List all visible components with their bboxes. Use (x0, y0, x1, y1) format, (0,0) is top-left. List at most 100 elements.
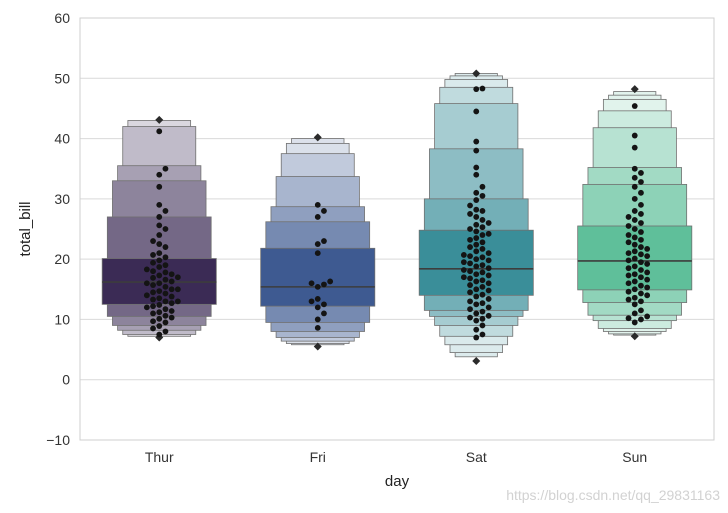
data-point (473, 326, 480, 333)
data-point (631, 294, 638, 301)
data-point (473, 171, 480, 178)
data-point (162, 226, 169, 232)
data-point (631, 165, 638, 172)
data-point (485, 220, 492, 226)
data-point (168, 293, 175, 300)
data-point (473, 197, 480, 203)
data-point (473, 164, 480, 171)
data-point (625, 315, 632, 322)
data-point (638, 201, 644, 208)
data-point (308, 280, 315, 287)
data-point (174, 298, 181, 305)
data-point (644, 269, 651, 276)
data-point (479, 208, 486, 214)
data-point (162, 269, 169, 276)
data-point (467, 306, 473, 313)
data-point (625, 265, 632, 272)
data-point (479, 239, 486, 246)
data-point (156, 214, 163, 220)
data-point (485, 257, 492, 264)
data-point (625, 280, 632, 287)
data-point (473, 263, 480, 270)
data-point (479, 331, 486, 338)
data-point (638, 189, 644, 196)
data-point (321, 208, 327, 214)
plot-frame (79, 17, 715, 441)
data-point (631, 217, 638, 223)
data-point (156, 128, 163, 135)
data-point (168, 314, 175, 321)
data-point (473, 241, 480, 248)
data-point (638, 220, 644, 226)
data-point (156, 232, 163, 238)
data-point (638, 298, 644, 305)
data-point (638, 267, 644, 273)
outlier-marker (630, 332, 639, 341)
data-point (485, 230, 492, 237)
y-tick-label: 60 (54, 10, 70, 26)
outlier-marker (472, 69, 481, 78)
data-point (162, 244, 169, 250)
data-point (479, 217, 486, 223)
data-point (467, 202, 473, 209)
data-point (479, 224, 486, 231)
data-point (156, 302, 163, 308)
data-point (156, 201, 163, 208)
data-point (143, 304, 150, 311)
y-tick-label: −10 (46, 432, 70, 448)
data-point (150, 282, 156, 288)
data-point (479, 308, 486, 315)
x-tick-label: Sun (622, 449, 647, 465)
data-point (156, 288, 163, 294)
data-point (467, 268, 473, 275)
data-point (314, 201, 321, 208)
data-point (143, 292, 150, 299)
data-point (631, 208, 638, 214)
outlier-marker (313, 342, 322, 351)
y-tick-labels: −10 0 10 20 30 40 50 60 (46, 10, 70, 448)
data-point (625, 223, 632, 229)
data-point (150, 274, 156, 281)
x-tick-label: Thur (145, 449, 174, 465)
y-axis-label: total_bill (17, 201, 34, 256)
x-tick-labels: Thur Fri Sat Sun (145, 449, 647, 465)
data-point (168, 308, 175, 314)
data-point (479, 269, 486, 276)
data-point (156, 171, 163, 178)
data-point (631, 248, 638, 255)
data-point (485, 265, 492, 272)
data-point (314, 241, 321, 247)
y-tick-label: 50 (54, 70, 70, 86)
data-point (631, 271, 638, 278)
data-point (644, 245, 651, 252)
data-point (162, 306, 169, 313)
data-point (631, 255, 638, 262)
watermark-text: https://blog.csdn.net/qq_29831163 (506, 487, 720, 503)
data-point (467, 298, 473, 305)
data-point (150, 259, 156, 266)
data-point (485, 280, 492, 287)
data-point (460, 274, 467, 281)
data-point (479, 315, 486, 322)
swarm-points (143, 85, 651, 341)
data-point (473, 221, 480, 228)
data-point (467, 282, 473, 288)
data-point (156, 323, 163, 329)
data-point (321, 301, 327, 308)
data-point (631, 286, 638, 293)
data-point (150, 310, 156, 317)
data-point (644, 261, 651, 267)
data-point (631, 319, 638, 326)
data-point (314, 214, 321, 220)
data-point (485, 272, 492, 279)
data-point (467, 253, 473, 260)
y-tick-label: 10 (54, 311, 70, 327)
data-point (473, 138, 480, 145)
data-point (473, 86, 480, 93)
data-point (644, 284, 651, 291)
data-point (168, 278, 175, 285)
data-point (631, 195, 638, 202)
data-point (631, 103, 638, 109)
data-point (460, 252, 467, 258)
